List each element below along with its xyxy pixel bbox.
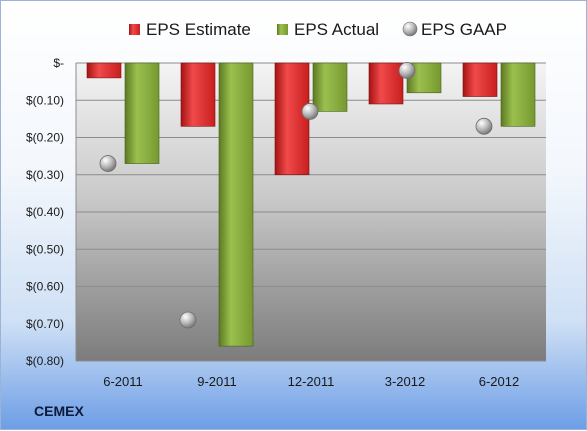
bar-eps-actual [312, 62, 348, 112]
point-eps-gaap [301, 103, 319, 120]
x-tick-label: 9-2011 [197, 374, 237, 389]
x-tick-label: 6-2011 [103, 374, 143, 389]
bar-eps-actual [218, 62, 254, 347]
y-tick-label: $(0.60) [26, 280, 64, 294]
bar-eps-actual [500, 62, 536, 127]
bar-eps-estimate [368, 62, 404, 105]
x-tick-label: 6-2012 [479, 374, 519, 389]
point-eps-gaap [179, 311, 197, 329]
x-tick-label: 3-2012 [385, 374, 425, 389]
y-tick-label: $(0.80) [26, 354, 64, 368]
y-tick-label: $(0.70) [26, 317, 64, 331]
x-tick-label: 12-2011 [288, 374, 335, 389]
y-tick-label: $(0.30) [26, 168, 64, 182]
bar-eps-estimate [274, 62, 310, 176]
bar-eps-estimate [180, 62, 216, 127]
y-tick-label: $- [53, 56, 64, 70]
y-tick-label: $(0.50) [26, 242, 64, 256]
point-eps-gaap [398, 62, 416, 79]
bar-eps-actual [124, 62, 160, 164]
y-tick-label: $(0.20) [26, 131, 64, 145]
bar-eps-estimate [462, 62, 498, 97]
y-tick-label: $(0.10) [26, 93, 64, 107]
bar-eps-estimate [86, 62, 122, 79]
legend-swatch [402, 21, 418, 37]
company-name: CEMEX [34, 403, 84, 419]
legend-swatch [129, 24, 140, 35]
point-eps-gaap [99, 155, 117, 172]
legend-label: EPS GAAP [421, 20, 507, 39]
legend-label: EPS Actual [294, 20, 379, 39]
point-eps-gaap [475, 117, 493, 135]
legend-label: EPS Estimate [146, 20, 251, 39]
y-tick-label: $(0.40) [26, 205, 64, 219]
legend-swatch [277, 24, 288, 35]
